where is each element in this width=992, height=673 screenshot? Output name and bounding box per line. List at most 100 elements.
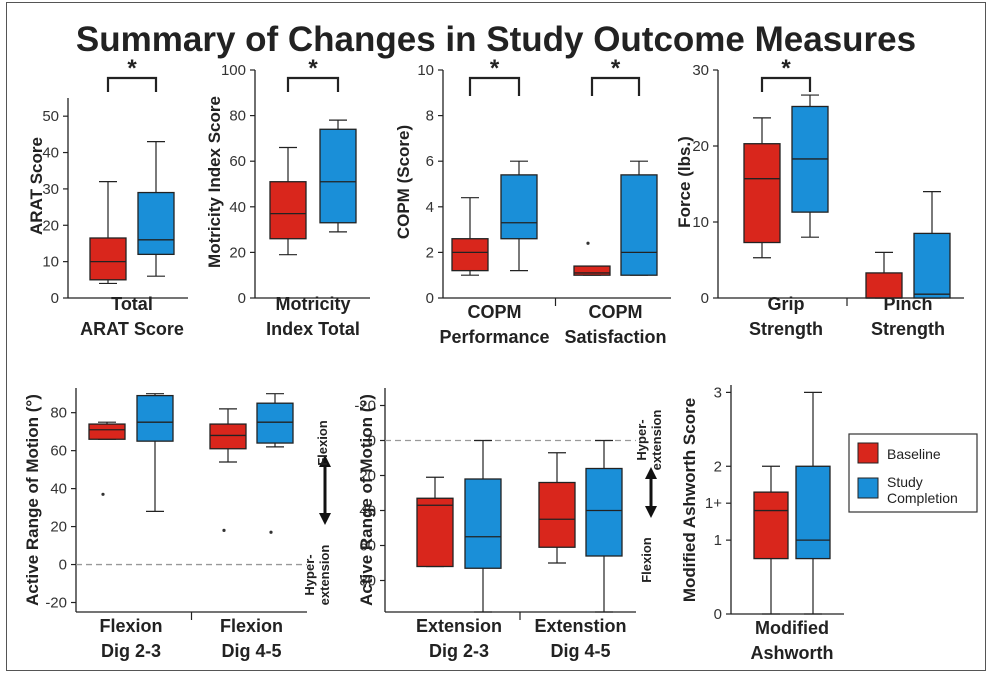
significance-star: *	[490, 55, 500, 82]
y-axis-label: ARAT Score	[27, 137, 46, 235]
chart-copm: 0 2 4 6 8 10 COPM (Score) COPM Performance COPM Sa…	[394, 55, 671, 347]
significance-star: *	[611, 55, 621, 82]
y-tick-label: 100	[221, 62, 246, 79]
legend-swatch-baseline	[857, 442, 879, 464]
y-tick-label: 20	[42, 217, 59, 234]
direction-label-lower: Flexion	[639, 537, 654, 583]
box-body	[753, 491, 789, 560]
y-tick-label: 0	[426, 290, 434, 307]
legend-box	[848, 433, 978, 513]
chart-motricity: 0 20 40 60 80 100 Motricity Index Score Motrici…	[205, 55, 370, 339]
box-body	[269, 181, 307, 240]
y-tick-label: 0	[51, 290, 59, 307]
arrow-head-down	[319, 513, 331, 525]
significance-star: *	[127, 55, 137, 82]
y-tick-label: 3	[714, 384, 722, 401]
chart-ashworth: 0 1 1+ 2 3 Modified Ashworth Score Modified Ash…	[680, 384, 844, 663]
box-completion	[791, 94, 829, 238]
significance-bracket	[590, 76, 641, 96]
box-body	[585, 467, 623, 557]
significance-star: *	[308, 55, 318, 82]
category-label: COPM Performance	[439, 302, 549, 347]
box-baseline	[538, 452, 576, 564]
box-body	[319, 128, 357, 224]
y-axis-label: Motricity Index Score	[205, 96, 224, 268]
box-baseline	[743, 117, 781, 259]
significance-bracket	[106, 76, 158, 92]
y-axis-label: Active Range of Motion (°)	[23, 394, 42, 606]
y-tick-label: 80	[229, 108, 246, 125]
legend-label-baseline: Baseline	[887, 446, 941, 462]
box-body	[913, 232, 951, 299]
y-tick-label: 10	[417, 62, 434, 79]
category-label: Modified Ashworth	[751, 618, 834, 663]
box-completion	[500, 160, 538, 272]
y-axis-label: Modified Ashworth Score	[680, 398, 699, 602]
box-completion	[795, 391, 831, 615]
box-completion	[913, 191, 951, 299]
y-tick-label: 10	[42, 254, 59, 271]
legend-label-completion: Study Completion	[887, 474, 958, 506]
y-tick-label: 40	[42, 145, 59, 162]
box-body	[500, 174, 538, 240]
y-tick-label: 10	[692, 214, 709, 231]
y-tick-label: 1	[714, 532, 722, 549]
chart-arom-flexion: -20 0 20 40 60 80 Active Range of Motion (°) Fl…	[23, 388, 332, 661]
outlier-point	[101, 492, 105, 496]
y-tick-label: 0	[714, 606, 722, 623]
y-tick-label: 8	[426, 108, 434, 125]
box-baseline	[451, 197, 489, 276]
arrow-head-down	[645, 506, 657, 518]
y-tick-label: 50	[42, 108, 59, 125]
arrow-head-up	[319, 455, 331, 467]
y-tick-label: 60	[50, 443, 67, 460]
box-body	[538, 481, 576, 548]
y-tick-label: 0	[701, 290, 709, 307]
box-body	[795, 465, 831, 560]
y-tick-label: 20	[229, 244, 246, 261]
significance-bracket	[760, 76, 812, 92]
y-tick-label: 0	[368, 433, 376, 450]
box-completion	[464, 439, 502, 613]
box-body	[416, 497, 454, 568]
y-tick-label: 4	[426, 199, 434, 216]
category-label: Flexion Dig 2-3	[99, 616, 162, 661]
figure-title: Summary of Changes in Study Outcome Meas…	[75, 20, 917, 59]
box-body	[620, 174, 658, 276]
outlier-point	[269, 530, 273, 534]
direction-label-upper: Flexion	[315, 420, 330, 466]
y-tick-label: 40	[229, 199, 246, 216]
category-label: Flexion Dig 4-5	[220, 616, 283, 661]
y-tick-label: 2	[426, 244, 434, 261]
category-label: Motricity Index Total	[266, 294, 360, 339]
y-axis-label: COPM (Score)	[394, 125, 413, 239]
box-baseline	[573, 241, 611, 276]
box-baseline	[865, 251, 903, 299]
box-body	[743, 143, 781, 244]
box-completion	[620, 160, 658, 276]
box-baseline	[269, 146, 307, 256]
y-tick-label: 2	[714, 458, 722, 475]
box-completion	[137, 141, 175, 277]
box-baseline	[88, 421, 126, 496]
box-baseline	[416, 476, 454, 568]
y-tick-label: 60	[359, 538, 376, 555]
arrow-head-up	[645, 467, 657, 479]
outlier-point	[586, 241, 590, 245]
y-tick-label: 30	[692, 62, 709, 79]
category-label: Extenstion Dig 4-5	[534, 616, 626, 661]
category-label: Total ARAT Score	[80, 294, 184, 339]
box-body	[573, 265, 611, 276]
figure-frame	[6, 2, 986, 671]
box-body	[89, 237, 127, 281]
box-body	[451, 238, 489, 272]
chart-arat: 0 10 20 30 40 50 ARAT Score Total ARAT Score *	[27, 55, 188, 339]
significance-bracket	[468, 76, 521, 96]
y-tick-label: 6	[426, 153, 434, 170]
y-tick-label: 20	[692, 138, 709, 155]
y-tick-label: 80	[50, 405, 67, 422]
significance-star: *	[781, 55, 791, 82]
